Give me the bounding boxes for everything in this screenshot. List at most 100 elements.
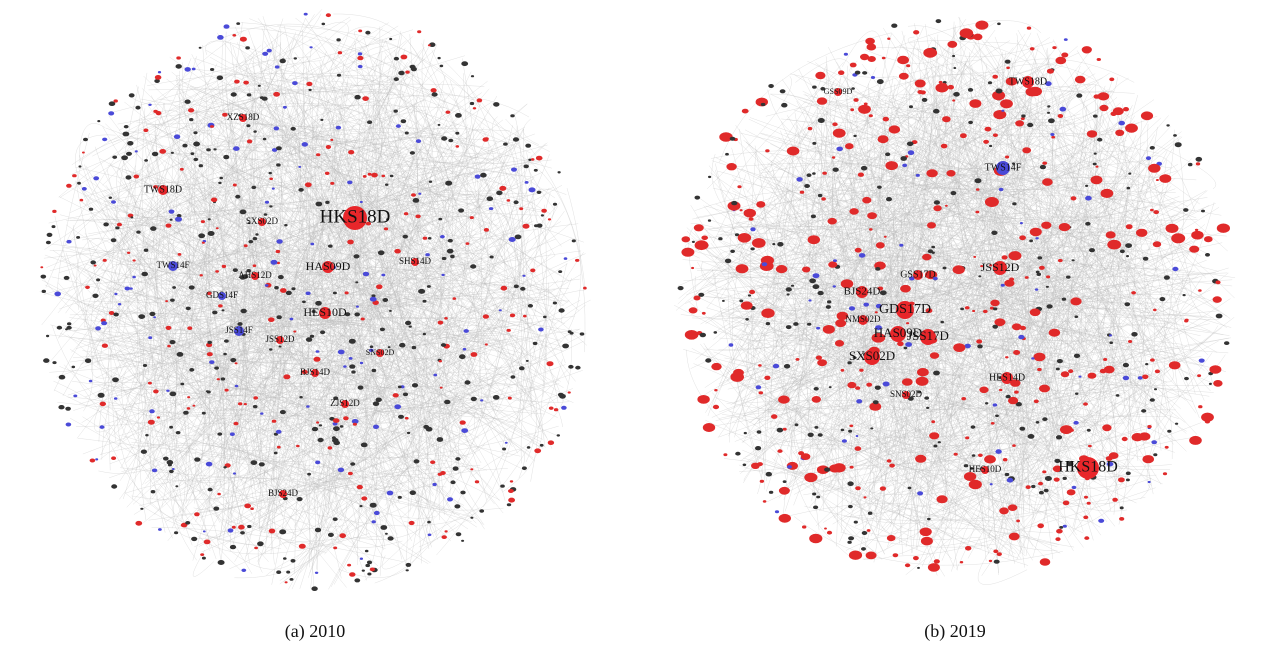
node xyxy=(269,348,273,351)
node xyxy=(285,290,292,296)
node xyxy=(975,188,980,191)
node xyxy=(1045,81,1052,87)
node xyxy=(315,300,322,306)
labeled-node xyxy=(902,391,910,399)
node xyxy=(813,505,819,510)
node xyxy=(722,299,725,302)
node xyxy=(194,457,201,462)
node xyxy=(728,343,734,347)
node xyxy=(861,531,868,535)
node xyxy=(123,125,129,129)
node xyxy=(236,22,241,25)
node xyxy=(1126,255,1129,258)
node xyxy=(1008,251,1022,261)
node xyxy=(299,396,303,399)
node xyxy=(1083,515,1089,520)
node xyxy=(452,466,459,471)
network-panel: HKS18D HAS09D HES10D TWS18D SXS02D AHS12DGDS1… xyxy=(39,9,591,642)
node xyxy=(1215,313,1223,319)
node xyxy=(1019,235,1026,241)
node xyxy=(849,208,859,215)
node xyxy=(232,34,237,37)
node xyxy=(246,124,251,128)
node xyxy=(1037,367,1042,372)
node xyxy=(879,290,887,296)
node xyxy=(158,528,162,531)
node xyxy=(78,165,82,168)
node xyxy=(72,174,77,178)
node xyxy=(301,369,308,375)
node xyxy=(428,180,433,183)
node xyxy=(52,209,57,213)
node xyxy=(333,546,338,550)
node xyxy=(571,239,576,243)
node xyxy=(828,386,832,389)
node xyxy=(415,139,422,144)
node xyxy=(923,47,938,58)
node xyxy=(1008,532,1020,541)
node xyxy=(1096,58,1102,61)
node xyxy=(95,458,99,461)
node xyxy=(1152,241,1162,248)
node xyxy=(474,480,480,484)
node xyxy=(257,84,261,87)
node xyxy=(855,486,861,491)
node xyxy=(241,568,247,572)
node xyxy=(510,375,516,379)
node xyxy=(406,431,411,435)
node xyxy=(1033,352,1046,362)
node xyxy=(1050,133,1055,136)
node xyxy=(133,174,140,179)
node xyxy=(558,308,565,313)
node xyxy=(874,385,881,390)
node xyxy=(154,75,162,80)
node xyxy=(108,111,115,116)
node xyxy=(1035,237,1039,240)
node xyxy=(232,268,238,272)
node xyxy=(756,430,762,434)
node xyxy=(221,309,225,312)
node xyxy=(182,143,188,148)
node xyxy=(1013,350,1021,355)
labeled-node xyxy=(890,326,906,342)
node xyxy=(993,307,998,311)
node xyxy=(1026,26,1032,30)
node xyxy=(1070,297,1082,306)
node xyxy=(970,425,976,429)
node xyxy=(206,148,211,152)
node xyxy=(187,326,193,331)
node xyxy=(108,196,113,199)
node xyxy=(1147,425,1152,429)
node xyxy=(860,53,869,61)
node xyxy=(205,390,210,393)
node xyxy=(1086,130,1098,138)
node xyxy=(1007,504,1018,512)
node xyxy=(975,210,980,214)
node xyxy=(1125,243,1132,249)
labeled-node xyxy=(341,400,349,408)
node xyxy=(785,325,792,330)
node xyxy=(1098,518,1105,523)
node xyxy=(273,432,278,436)
node xyxy=(1204,236,1213,243)
node xyxy=(1052,465,1062,473)
node xyxy=(83,137,88,142)
node xyxy=(393,56,399,61)
node xyxy=(1093,114,1098,118)
node xyxy=(66,239,72,244)
node xyxy=(848,536,855,541)
node xyxy=(888,125,901,134)
node xyxy=(927,563,940,572)
node xyxy=(802,266,811,273)
node xyxy=(1153,453,1158,457)
node xyxy=(298,165,302,168)
node-label: JSS12D xyxy=(981,260,1020,274)
node xyxy=(234,362,238,365)
node xyxy=(136,230,141,234)
node xyxy=(845,143,854,150)
node xyxy=(455,131,460,135)
node xyxy=(933,444,938,448)
node xyxy=(877,286,884,291)
edges xyxy=(39,9,591,590)
node xyxy=(726,163,737,171)
